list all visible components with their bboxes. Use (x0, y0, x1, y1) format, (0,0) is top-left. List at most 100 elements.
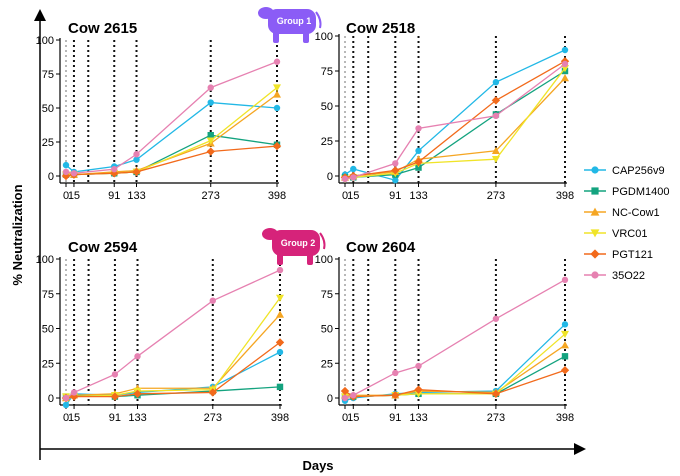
legend: CAP256v9 PGDM1400 NC-Cow1 VRC01 PGT121 35O22 (584, 165, 669, 282)
data-point (272, 141, 282, 151)
x-tick-label: 0 (342, 190, 348, 202)
data-point (415, 362, 422, 370)
data-point (561, 74, 569, 82)
x-tick-label: 91 (109, 412, 121, 424)
x-tick-label: 0 (342, 412, 348, 424)
y-axis-title: % Neutralization (10, 184, 25, 285)
y-tick-label: 75 (321, 66, 333, 78)
x-tick-label: 398 (556, 412, 574, 424)
x-tick-label: 273 (204, 412, 222, 424)
series-nc-cow1 (62, 310, 284, 402)
data-point (206, 147, 215, 156)
group-1-cow-badge: Group 1 (258, 7, 322, 43)
x-tick-label: 133 (409, 412, 427, 424)
legend-label: 35O22 (612, 270, 645, 282)
y-tick-label: 100 (315, 31, 333, 43)
y-tick-label: 0 (48, 171, 54, 183)
data-point (62, 161, 70, 169)
x-tick-label: 91 (389, 412, 401, 424)
data-point (491, 96, 501, 105)
data-point (414, 390, 423, 398)
legend-item-vrc01: VRC01 (584, 228, 647, 240)
data-point (561, 341, 569, 349)
x-tick-label: 133 (127, 190, 145, 202)
data-point (273, 84, 281, 92)
series-pgdm1400 (341, 67, 569, 181)
y-tick-label: 50 (42, 103, 54, 115)
data-point (392, 177, 399, 184)
data-point (415, 164, 422, 171)
data-point (392, 160, 399, 167)
series-line (344, 77, 566, 179)
series-35o22 (62, 266, 284, 402)
data-point (275, 338, 285, 347)
data-point (62, 168, 70, 176)
data-point (132, 167, 141, 177)
data-point (492, 79, 500, 86)
y-tick-label: 25 (321, 136, 333, 148)
x-tick-label: 15 (68, 190, 80, 202)
data-point (207, 84, 214, 91)
group-2-cow-badge: Group 2 (262, 228, 326, 265)
data-point (414, 385, 423, 394)
y-tick-label: 100 (36, 35, 54, 47)
data-point (561, 353, 569, 360)
panel-title: Cow 2518 (346, 20, 415, 37)
y-tick-label: 0 (327, 393, 333, 405)
legend-label: CAP256v9 (612, 165, 665, 177)
data-point (276, 310, 284, 318)
x-tick-label: 0 (63, 190, 69, 202)
series-pgdm1400 (62, 383, 284, 400)
data-point (492, 315, 500, 322)
x-tick-label: 273 (487, 190, 505, 202)
data-point (491, 156, 500, 164)
data-point (561, 321, 569, 328)
legend-marker (591, 271, 599, 279)
panel-title: Cow 2594 (68, 239, 138, 256)
series-line (65, 314, 281, 399)
cow-icon (258, 7, 322, 43)
data-point (134, 353, 141, 360)
data-point (350, 174, 357, 181)
series-line (344, 49, 566, 181)
legend-item-pgt121: PGT121 (584, 249, 653, 261)
legend-marker (591, 166, 599, 174)
data-point (415, 125, 422, 132)
data-point (276, 266, 284, 274)
x-tick-label: 133 (128, 412, 146, 424)
y-tick-label: 0 (48, 393, 54, 405)
data-point (391, 166, 400, 175)
series-cap256v9 (62, 348, 284, 409)
x-tick-label: 398 (268, 190, 286, 202)
series-35o22 (341, 60, 569, 182)
data-point (62, 401, 70, 409)
y-tick-label: 25 (321, 358, 333, 370)
legend-label: VRC01 (612, 228, 647, 240)
legend-marker (590, 229, 600, 238)
legend-label: PGT121 (612, 249, 653, 261)
data-point (392, 369, 399, 377)
y-tick-label: 75 (321, 289, 333, 301)
data-point (61, 171, 71, 181)
series-vrc01 (341, 65, 569, 183)
data-point (415, 147, 422, 154)
y-tick-label: 25 (42, 358, 54, 370)
legend-item-nc-cow1: NC-Cow1 (584, 207, 660, 219)
y-tick-label: 0 (327, 171, 333, 183)
data-point (560, 366, 570, 375)
data-point (207, 99, 214, 106)
legend-label: PGDM1400 (612, 186, 669, 198)
series-line (65, 269, 281, 399)
data-point (133, 389, 142, 399)
group-2-label: Group 2 (281, 238, 316, 248)
data-point (273, 58, 281, 65)
data-point (208, 388, 217, 397)
x-tick-label: 133 (409, 190, 427, 202)
data-point (561, 46, 569, 54)
data-point (276, 294, 284, 302)
y-tick-label: 100 (315, 254, 333, 266)
data-point (110, 169, 119, 178)
data-point (110, 392, 120, 401)
